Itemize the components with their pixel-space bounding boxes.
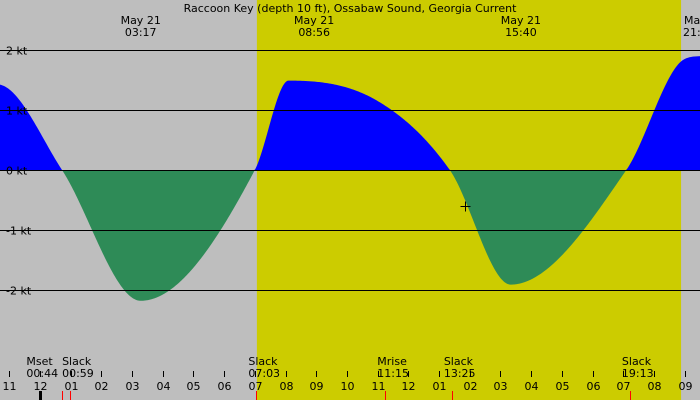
- gridlines: [0, 50, 700, 291]
- y-tick-label: 2 kt: [6, 45, 28, 58]
- event-label: Mset: [26, 355, 53, 368]
- flood-area: [0, 56, 700, 170]
- event-time-label: 00:59: [62, 367, 94, 380]
- event-time-label: 19:13: [622, 367, 654, 380]
- x-tick-label: 11: [372, 380, 386, 393]
- x-tick-label: 02: [464, 380, 478, 393]
- x-tick-label: 08: [648, 380, 662, 393]
- x-tick-label: 10: [341, 380, 355, 393]
- event-time-label: 13:25: [444, 367, 476, 380]
- x-tick-label: 06: [587, 380, 601, 393]
- event-time-label: 00:44: [26, 367, 58, 380]
- event-marks: [9, 201, 686, 400]
- x-tick-label: 08: [280, 380, 294, 393]
- x-tick-label: 01: [433, 380, 447, 393]
- x-tick-label: 09: [679, 380, 693, 393]
- top-date-label: May 21: [294, 14, 334, 27]
- top-date-label: May: [684, 14, 700, 27]
- x-tick-label: 11: [3, 380, 17, 393]
- x-tick-label: 06: [218, 380, 232, 393]
- x-tick-label: 01: [65, 380, 79, 393]
- event-label: Slack: [444, 355, 474, 368]
- x-tick-label: 12: [34, 380, 48, 393]
- chart-labels: Raccoon Key (depth 10 ft), Ossabaw Sound…: [3, 2, 700, 393]
- current-area: [0, 56, 700, 301]
- event-time-label: 07:03: [248, 367, 280, 380]
- top-date-label: May 21: [121, 14, 161, 27]
- x-tick-label: 05: [556, 380, 570, 393]
- top-time-label: 15:40: [505, 26, 537, 39]
- top-date-label: May 21: [501, 14, 541, 27]
- x-tick-label: 03: [126, 380, 140, 393]
- y-tick-label: 0 kt: [6, 165, 28, 178]
- x-tick-label: 07: [249, 380, 263, 393]
- x-tick-label: 09: [310, 380, 324, 393]
- x-tick-label: 04: [157, 380, 171, 393]
- y-tick-label: 1 kt: [6, 105, 28, 118]
- event-label: Slack: [248, 355, 278, 368]
- x-tick-label: 04: [525, 380, 539, 393]
- event-time-label: 11:15: [377, 367, 409, 380]
- y-tick-label: -2 kt: [6, 285, 32, 298]
- event-label: Slack: [622, 355, 652, 368]
- chart-title: Raccoon Key (depth 10 ft), Ossabaw Sound…: [184, 2, 518, 15]
- event-label: Slack: [62, 355, 92, 368]
- midnight-mark: [39, 391, 42, 400]
- x-tick-label: 07: [617, 380, 631, 393]
- x-tick-label: 12: [402, 380, 416, 393]
- x-tick-label: 03: [494, 380, 508, 393]
- x-tick-label: 02: [95, 380, 109, 393]
- event-label: Mrise: [377, 355, 407, 368]
- y-tick-label: -1 kt: [6, 225, 32, 238]
- top-time-label: 21:2: [683, 26, 700, 39]
- ebb-area: [0, 170, 700, 301]
- top-time-label: 03:17: [125, 26, 157, 39]
- top-time-label: 08:56: [298, 26, 330, 39]
- x-tick-label: 05: [187, 380, 201, 393]
